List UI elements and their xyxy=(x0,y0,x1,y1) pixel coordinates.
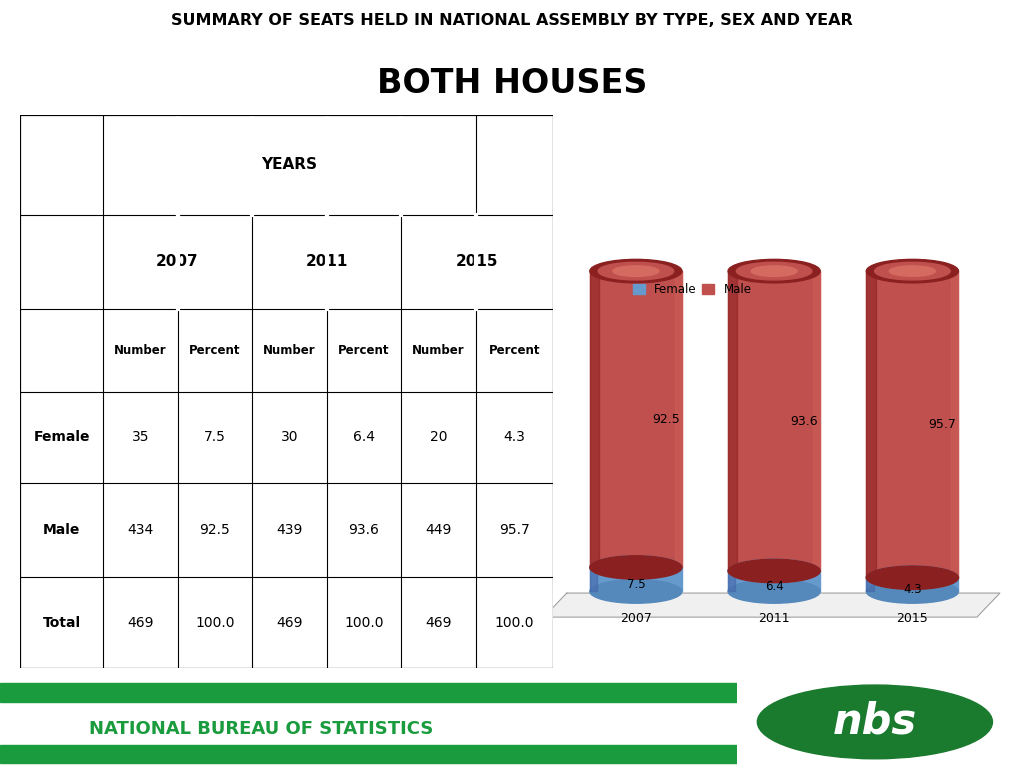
Ellipse shape xyxy=(866,260,958,283)
Text: 95.7: 95.7 xyxy=(929,418,956,431)
Ellipse shape xyxy=(590,580,682,603)
Text: 100.0: 100.0 xyxy=(495,615,535,630)
Bar xyxy=(866,271,958,578)
Text: 2007: 2007 xyxy=(157,254,199,270)
Text: Number: Number xyxy=(114,344,167,356)
Text: Number: Number xyxy=(263,344,315,356)
Bar xyxy=(866,578,873,591)
Bar xyxy=(728,271,737,571)
Text: Male: Male xyxy=(43,523,81,537)
Ellipse shape xyxy=(728,559,820,583)
Ellipse shape xyxy=(598,263,674,280)
Ellipse shape xyxy=(874,263,950,280)
Text: 2015: 2015 xyxy=(896,612,929,624)
Ellipse shape xyxy=(866,566,958,590)
Ellipse shape xyxy=(728,260,820,283)
Bar xyxy=(728,271,820,571)
Ellipse shape xyxy=(889,266,936,276)
Text: SUMMARY OF SEATS HELD IN NATIONAL ASSEMBLY BY TYPE, SEX AND YEAR: SUMMARY OF SEATS HELD IN NATIONAL ASSEMB… xyxy=(171,12,853,28)
Text: 93.6: 93.6 xyxy=(348,523,379,537)
Ellipse shape xyxy=(590,556,682,579)
Text: Percent: Percent xyxy=(189,344,241,356)
Text: 469: 469 xyxy=(276,615,303,630)
Text: 20: 20 xyxy=(430,430,447,445)
Text: 7.5: 7.5 xyxy=(204,430,225,445)
Text: 92.5: 92.5 xyxy=(200,523,230,537)
Polygon shape xyxy=(544,593,999,617)
Text: 92.5: 92.5 xyxy=(652,412,680,425)
Ellipse shape xyxy=(736,263,812,280)
Ellipse shape xyxy=(728,580,820,603)
Text: 6.4: 6.4 xyxy=(353,430,375,445)
Text: Number: Number xyxy=(413,344,465,356)
Legend: Female, Male: Female, Male xyxy=(628,278,757,300)
Text: Total: Total xyxy=(43,615,81,630)
Text: 100.0: 100.0 xyxy=(344,615,384,630)
Text: Female: Female xyxy=(34,430,90,445)
Ellipse shape xyxy=(728,559,820,583)
Bar xyxy=(866,578,958,591)
Ellipse shape xyxy=(866,566,958,590)
Bar xyxy=(675,271,682,568)
Bar xyxy=(728,571,820,591)
Ellipse shape xyxy=(590,556,682,579)
Text: 2011: 2011 xyxy=(305,254,348,270)
Text: BOTH HOUSES: BOTH HOUSES xyxy=(377,67,647,100)
Text: 4.3: 4.3 xyxy=(504,430,525,445)
Bar xyxy=(0,684,748,702)
Text: 439: 439 xyxy=(276,523,302,537)
Ellipse shape xyxy=(758,685,992,759)
Text: 35: 35 xyxy=(131,430,150,445)
Bar xyxy=(866,271,876,578)
Text: 469: 469 xyxy=(425,615,452,630)
Bar xyxy=(590,271,682,568)
Text: 95.7: 95.7 xyxy=(499,523,529,537)
Text: 449: 449 xyxy=(425,523,452,537)
Bar xyxy=(590,271,599,568)
Bar xyxy=(728,571,735,591)
Text: NATIONAL BUREAU OF STATISTICS: NATIONAL BUREAU OF STATISTICS xyxy=(89,720,434,738)
Text: 434: 434 xyxy=(127,523,154,537)
Ellipse shape xyxy=(612,266,659,276)
Text: 93.6: 93.6 xyxy=(791,415,818,428)
Text: 2007: 2007 xyxy=(620,612,652,624)
Text: 30: 30 xyxy=(281,430,298,445)
Text: 4.3: 4.3 xyxy=(903,584,922,597)
Bar xyxy=(813,271,820,571)
Text: Percent: Percent xyxy=(338,344,390,356)
Bar xyxy=(0,745,748,763)
Text: 2015: 2015 xyxy=(456,254,499,270)
Bar xyxy=(590,568,597,591)
Text: nbs: nbs xyxy=(833,701,916,743)
Ellipse shape xyxy=(866,580,958,603)
Ellipse shape xyxy=(590,260,682,283)
Text: 2011: 2011 xyxy=(759,612,790,624)
Text: 100.0: 100.0 xyxy=(196,615,234,630)
Bar xyxy=(951,271,958,578)
Ellipse shape xyxy=(752,266,797,276)
Text: 6.4: 6.4 xyxy=(765,580,783,593)
Text: 469: 469 xyxy=(127,615,154,630)
Bar xyxy=(590,568,682,591)
Text: YEARS: YEARS xyxy=(261,157,317,173)
Text: 7.5: 7.5 xyxy=(627,578,645,591)
Text: Percent: Percent xyxy=(488,344,540,356)
